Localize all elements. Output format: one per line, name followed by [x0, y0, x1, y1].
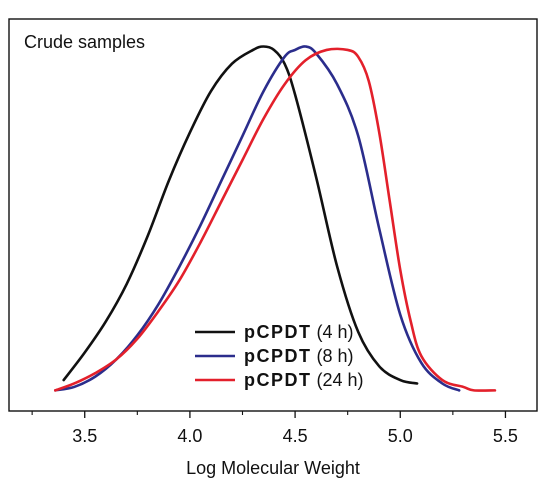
- legend-entry-1: pCPDT (4 h): [244, 322, 354, 342]
- legend-name-suffix: (4 h): [317, 322, 354, 342]
- x-tick-label: 3.5: [72, 426, 97, 446]
- plot-frame: [8, 18, 538, 412]
- legend-name-suffix: (24 h): [317, 370, 364, 390]
- legend-name-bold: pCPDT: [244, 322, 312, 342]
- x-tick-label: 5.5: [493, 426, 518, 446]
- x-tick-label: 5.0: [388, 426, 413, 446]
- series-line-3: [53, 47, 497, 392]
- x-axis-label: Log Molecular Weight: [186, 458, 360, 478]
- x-ticks: 3.5 4.0 4.5 5.0 5.5: [31, 411, 518, 446]
- x-tick-label: 4.5: [283, 426, 308, 446]
- legend: pCPDT (4 h)pCPDT (8 h)pCPDT (24 h): [195, 322, 364, 390]
- series-line-1: [62, 45, 419, 385]
- series-layer: [53, 45, 497, 392]
- legend-name-bold: pCPDT: [244, 370, 312, 390]
- legend-entry-3: pCPDT (24 h): [244, 370, 364, 390]
- x-tick-label: 4.0: [177, 426, 202, 446]
- legend-name-bold: pCPDT: [244, 346, 312, 366]
- series-line-2: [53, 45, 461, 392]
- chart-annotation: Crude samples: [24, 32, 145, 52]
- legend-name-suffix: (8 h): [317, 346, 354, 366]
- legend-entry-2: pCPDT (8 h): [244, 346, 354, 366]
